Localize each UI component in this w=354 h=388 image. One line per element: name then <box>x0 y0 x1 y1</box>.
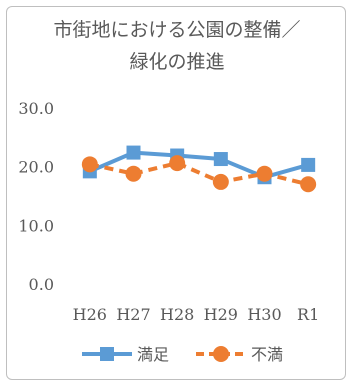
legend-label: 満足 <box>137 345 169 364</box>
legend-label: 不満 <box>251 345 283 364</box>
data-point <box>169 155 186 172</box>
data-point <box>301 157 316 172</box>
series-2 <box>81 155 317 193</box>
legend-item: 満足 <box>82 345 169 364</box>
chart-title-line-2: 緑化の推進 <box>129 51 225 73</box>
chart-title-line-1: 市街地における公園の整備／ <box>53 19 301 41</box>
data-point <box>125 165 142 182</box>
data-point <box>300 176 317 193</box>
data-point <box>212 173 229 190</box>
y-tick-label: 20.0 <box>18 158 54 177</box>
x-tick-label: R1 <box>297 305 319 324</box>
y-axis-ticks: 30.0 20.0 10.0 0.0 <box>18 99 54 294</box>
legend-item: 不満 <box>196 345 283 364</box>
data-point <box>126 145 141 160</box>
chart-title: 市街地における公園の整備／ 緑化の推進 <box>0 14 354 78</box>
x-tick-label: H28 <box>160 305 194 324</box>
x-tick-label: H27 <box>116 305 150 324</box>
legend: 満足 不満 <box>82 345 283 364</box>
x-axis-ticks: H26 H27 H28 H29 H30 R1 <box>73 305 320 324</box>
y-tick-label: 30.0 <box>18 99 54 118</box>
legend-marker <box>100 347 114 361</box>
x-tick-label: H26 <box>73 305 107 324</box>
x-tick-label: H30 <box>247 305 281 324</box>
data-point <box>213 152 228 167</box>
data-point <box>256 165 273 182</box>
legend-marker <box>213 346 229 362</box>
y-tick-label: 10.0 <box>18 216 54 235</box>
chart-frame <box>6 6 346 380</box>
x-tick-label: H29 <box>204 305 238 324</box>
series-layer <box>81 145 317 193</box>
y-tick-label: 0.0 <box>29 275 54 294</box>
data-point <box>81 156 98 173</box>
